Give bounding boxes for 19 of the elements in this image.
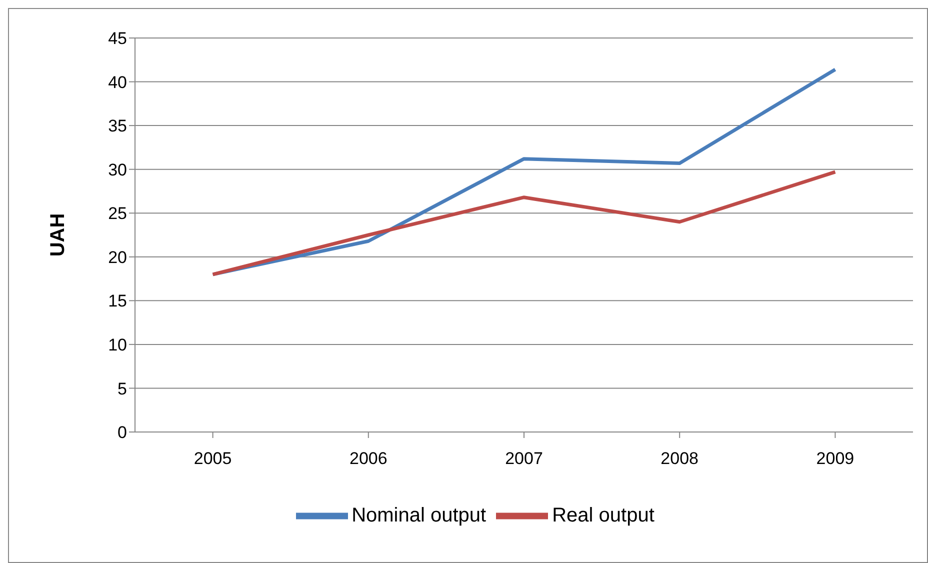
x-tick-label: 2006 (349, 449, 388, 468)
x-tick-label: 2005 (194, 449, 232, 468)
y-tick-label: 0 (118, 423, 127, 442)
line-series (211, 170, 837, 276)
y-tick-label: 5 (118, 379, 127, 398)
y-tick-label: 35 (108, 116, 127, 136)
y-axis-title: UAH (47, 213, 70, 257)
legend-label: Nominal output (352, 504, 486, 526)
y-tick-label: 20 (108, 248, 127, 267)
y-tick-label: 10 (108, 335, 127, 354)
y-tick-label: 45 (108, 29, 127, 48)
x-tick-label: 2009 (816, 449, 854, 468)
y-tick-label: 40 (108, 72, 127, 92)
y-tick-label: 15 (108, 292, 127, 311)
x-tick-label: 2008 (660, 449, 699, 468)
legend-label: Real output (552, 504, 654, 526)
y-tick-label: 25 (108, 204, 127, 224)
y-tick-label: 30 (108, 160, 127, 180)
x-tick-label: 2007 (505, 449, 543, 468)
